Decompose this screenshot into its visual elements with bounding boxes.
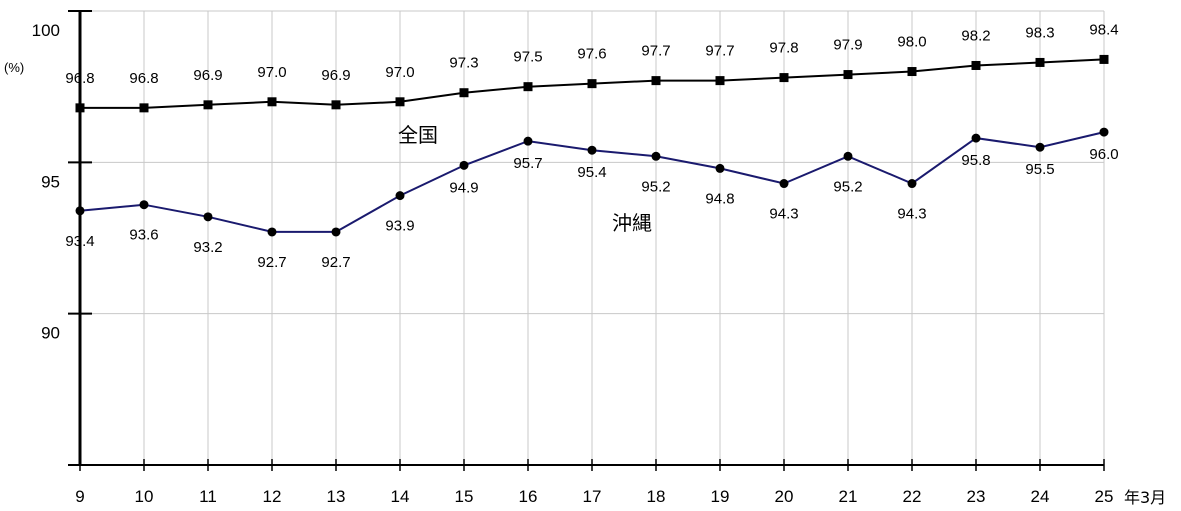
data-label: 97.5 <box>513 49 542 66</box>
data-point-marker <box>139 103 149 113</box>
x-tick-label: 24 <box>1031 487 1050 506</box>
x-tick-label: 15 <box>455 487 474 506</box>
data-label: 93.9 <box>385 218 414 235</box>
data-point-marker <box>203 212 213 222</box>
data-point-marker <box>459 160 469 170</box>
y-unit-label: (%) <box>4 60 24 75</box>
data-point-marker <box>907 179 917 189</box>
data-point-marker <box>779 73 789 83</box>
data-point-marker <box>715 76 725 86</box>
x-tick-label: 22 <box>903 487 922 506</box>
data-point-marker <box>203 100 213 110</box>
x-tick-label: 25 <box>1095 487 1114 506</box>
y-tick-label: 95 <box>41 172 60 191</box>
data-label: 95.4 <box>577 164 606 181</box>
data-label: 94.8 <box>705 190 734 207</box>
x-tick-label: 19 <box>711 487 730 506</box>
data-point-marker <box>971 133 981 143</box>
x-tick-label: 10 <box>135 487 154 506</box>
data-label: 94.3 <box>897 206 926 223</box>
data-label: 98.4 <box>1089 21 1118 38</box>
y-tick-label: 90 <box>41 324 60 343</box>
data-point-marker <box>843 151 853 161</box>
data-label: 93.4 <box>65 233 94 250</box>
data-label: 97.3 <box>449 55 478 72</box>
x-tick-label: 14 <box>391 487 410 506</box>
y-tick-label: 100 <box>32 21 60 40</box>
data-label: 97.8 <box>769 40 798 57</box>
data-label: 96.8 <box>65 70 94 87</box>
data-label: 96.0 <box>1089 146 1118 163</box>
data-point-marker <box>459 88 469 98</box>
grid <box>80 10 1105 465</box>
data-label: 97.6 <box>577 46 606 63</box>
data-label: 97.0 <box>385 64 414 81</box>
data-point-marker <box>75 206 85 216</box>
data-label: 95.7 <box>513 155 542 172</box>
data-label: 98.3 <box>1025 25 1054 42</box>
x-tick-label: 18 <box>647 487 666 506</box>
data-point-marker <box>651 76 661 86</box>
data-point-marker <box>75 103 85 113</box>
data-label: 94.9 <box>449 179 478 196</box>
data-point-marker <box>587 79 597 89</box>
data-point-marker <box>331 100 341 110</box>
data-label: 92.7 <box>321 254 350 271</box>
data-point-marker <box>523 82 533 92</box>
data-point-marker <box>971 60 981 70</box>
data-label: 97.9 <box>833 37 862 54</box>
x-tick-label: 11 <box>199 487 217 506</box>
data-label: 96.9 <box>321 67 350 84</box>
data-label: 95.5 <box>1025 161 1054 178</box>
data-label: 93.2 <box>193 239 222 256</box>
data-point-marker <box>1099 54 1109 64</box>
data-point-marker <box>779 179 789 189</box>
data-point-marker <box>651 151 661 161</box>
series-layer: 96.8 96.8 96.9 97.0 96.9 97.0 97.3 97.5 97.6 97.7… <box>65 21 1118 271</box>
x-tick-label: 20 <box>775 487 794 506</box>
data-label: 97.7 <box>641 43 670 60</box>
data-point-marker <box>1099 127 1109 137</box>
data-label: 95.8 <box>961 152 990 169</box>
data-label: 95.2 <box>833 178 862 195</box>
data-label: 93.6 <box>129 227 158 244</box>
data-point-marker <box>1035 142 1045 152</box>
x-tick-label: 9 <box>75 487 84 506</box>
data-label: 96.8 <box>129 70 158 87</box>
data-label: 98.2 <box>961 28 990 45</box>
data-point-marker <box>395 97 405 107</box>
x-tick-label: 16 <box>519 487 538 506</box>
x-tick-label: 12 <box>263 487 282 506</box>
data-point-marker <box>267 97 277 107</box>
data-point-marker <box>587 145 597 155</box>
data-point-marker <box>715 163 725 173</box>
data-label: 94.3 <box>769 206 798 223</box>
x-tick-label: 21 <box>839 487 858 506</box>
axes: 90 95 100 9 10 11 12 13 14 15 16 17 18 19 20 21 22 23 24 25 <box>32 10 1114 506</box>
data-point-marker <box>139 200 149 210</box>
series-label-okinawa: 沖縄 <box>612 211 652 235</box>
data-point-marker <box>1035 57 1045 67</box>
x-tick-label: 23 <box>967 487 986 506</box>
data-point-marker <box>395 191 405 201</box>
data-label: 97.7 <box>705 43 734 60</box>
data-point-marker <box>267 227 277 237</box>
data-label: 92.7 <box>257 254 286 271</box>
x-axis-suffix: 年3月 <box>1124 488 1166 507</box>
data-point-marker <box>523 136 533 146</box>
data-label: 98.0 <box>897 34 926 51</box>
data-label: 95.2 <box>641 178 670 195</box>
x-tick-label: 13 <box>327 487 346 506</box>
data-label: 97.0 <box>257 64 286 81</box>
data-point-marker <box>843 70 853 80</box>
x-tick-label: 17 <box>583 487 602 506</box>
data-label: 96.9 <box>193 67 222 84</box>
series-label-zenkoku: 全国 <box>398 123 438 147</box>
data-point-marker <box>331 227 341 237</box>
data-point-marker <box>907 67 917 77</box>
